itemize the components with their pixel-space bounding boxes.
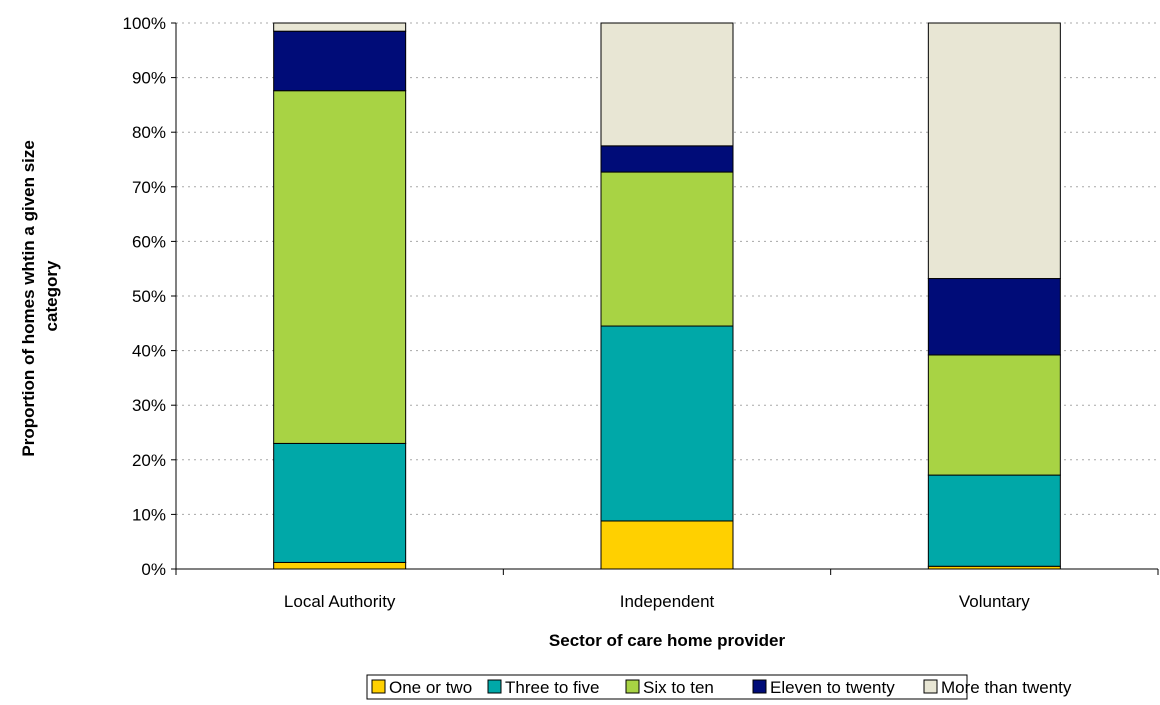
bar-segment <box>273 561 407 570</box>
bar-segment <box>273 22 407 32</box>
y-tick-label: 90% <box>132 69 166 88</box>
bar-segment <box>927 354 1061 476</box>
bar-segment <box>927 474 1061 567</box>
legend-swatch <box>752 679 767 694</box>
y-tick-label: 20% <box>132 451 166 470</box>
y-tick-label: 30% <box>132 396 166 415</box>
legend-swatch <box>923 679 938 694</box>
x-axis-title: Sector of care home provider <box>549 631 786 650</box>
y-tick-label: 60% <box>132 232 166 251</box>
bar-segment <box>273 90 407 444</box>
legend-label: Three to five <box>505 678 600 697</box>
bar-segment <box>273 442 407 563</box>
bar-segment <box>927 278 1061 356</box>
y-tick-label: 70% <box>132 178 166 197</box>
y-tick-label: 80% <box>132 123 166 142</box>
legend-label: Six to ten <box>643 678 714 697</box>
bar-segment <box>600 171 734 327</box>
bar-segment <box>600 520 734 570</box>
bar-segment <box>600 325 734 522</box>
y-tick-label: 100% <box>123 14 166 33</box>
y-tick-label: 50% <box>132 287 166 306</box>
legend-label: Eleven to twenty <box>770 678 895 697</box>
y-axis-title-line-2: category <box>42 260 61 331</box>
legend-swatch <box>371 679 386 694</box>
bar-segment <box>600 22 734 147</box>
y-tick-label: 10% <box>132 505 166 524</box>
bar-segment <box>273 30 407 92</box>
legend-frame <box>366 674 968 700</box>
legend-label: One or two <box>389 678 472 697</box>
y-axis-title-line-1: Proportion of homes whtin a given size <box>19 140 38 456</box>
axes <box>171 22 1159 575</box>
legend-label: More than twenty <box>941 678 1072 697</box>
bar-segment <box>927 22 1061 280</box>
legend-swatch <box>487 679 502 694</box>
bar-segment <box>600 145 734 173</box>
bars <box>273 22 1061 570</box>
x-tick-label: Independent <box>620 592 715 611</box>
x-tick-label: Local Authority <box>284 592 396 611</box>
y-axis-title: Proportion of homes whtin a given size c… <box>19 135 61 456</box>
x-tick-label: Voluntary <box>959 592 1030 611</box>
y-tick-label: 0% <box>141 560 166 579</box>
legend: One or two Three to five Six to ten Eleven … <box>366 674 1072 700</box>
legend-items: One or two Three to five Six to ten Eleven … <box>371 678 1072 697</box>
y-tick-label: 40% <box>132 342 166 361</box>
tick-labels: 0% 10% 20% 30% 40% 50% 60% 70% 80% 90% 100% Local A… <box>123 14 1031 611</box>
legend-swatch <box>625 679 640 694</box>
